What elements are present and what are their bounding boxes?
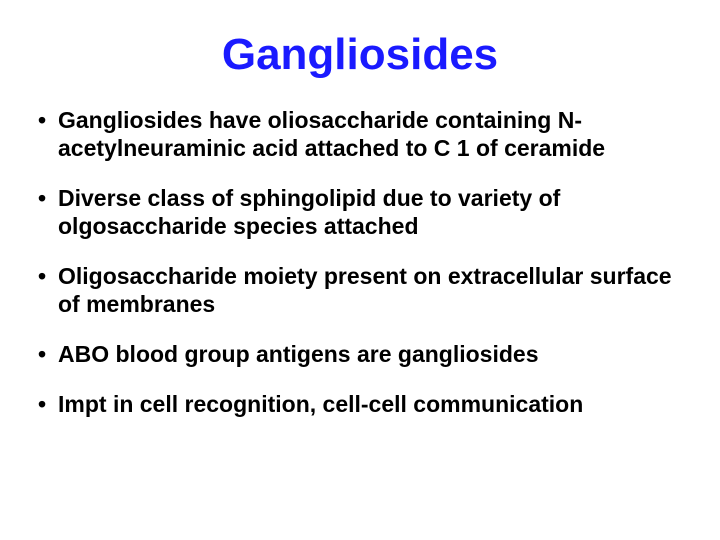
bullet-text: ABO blood group antigens are ganglioside…: [58, 341, 538, 367]
list-item: Gangliosides have oliosaccharide contain…: [36, 106, 684, 162]
bullet-list: Gangliosides have oliosaccharide contain…: [36, 106, 684, 418]
bullet-text: Diverse class of sphingolipid due to var…: [58, 185, 560, 239]
slide: Gangliosides Gangliosides have oliosacch…: [0, 0, 720, 540]
list-item: Diverse class of sphingolipid due to var…: [36, 184, 684, 240]
list-item: Impt in cell recognition, cell-cell comm…: [36, 390, 684, 418]
bullet-text: Gangliosides have oliosaccharide contain…: [58, 107, 605, 161]
list-item: ABO blood group antigens are ganglioside…: [36, 340, 684, 368]
bullet-text: Impt in cell recognition, cell-cell comm…: [58, 391, 583, 417]
slide-title: Gangliosides: [36, 30, 684, 80]
list-item: Oligosaccharide moiety present on extrac…: [36, 262, 684, 318]
bullet-text: Oligosaccharide moiety present on extrac…: [58, 263, 672, 317]
